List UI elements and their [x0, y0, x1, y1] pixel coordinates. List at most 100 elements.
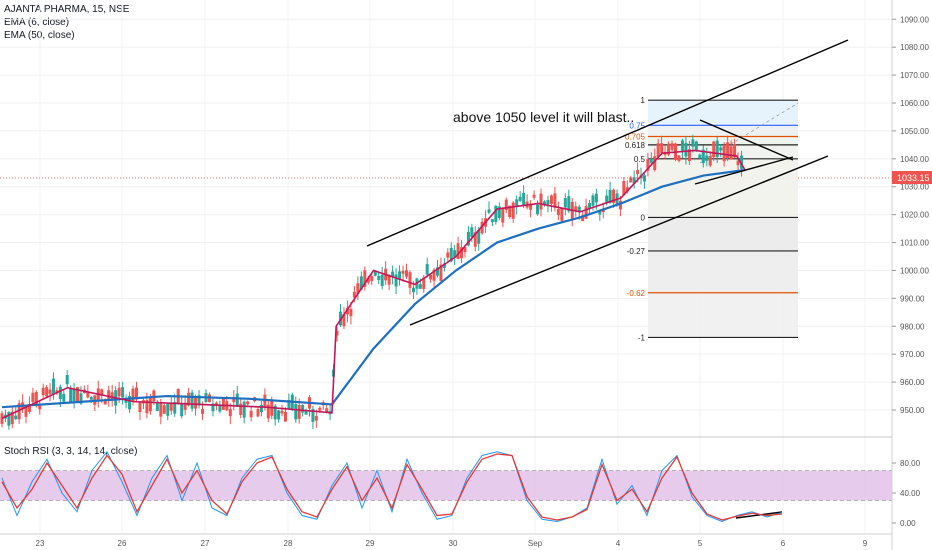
candle	[405, 263, 409, 280]
candle-body	[218, 405, 222, 412]
fib-zone	[648, 125, 798, 137]
candle	[394, 268, 398, 295]
candle-body	[608, 189, 612, 203]
candle-body	[656, 143, 660, 157]
candle	[460, 240, 464, 263]
candle	[162, 402, 166, 415]
time-tick-label: 27	[201, 539, 210, 548]
candle	[622, 177, 626, 197]
candle-body	[280, 410, 284, 414]
candle-body	[69, 387, 73, 402]
candle-body	[708, 156, 712, 166]
candle	[660, 135, 664, 156]
price-tick-label: 1090.00	[900, 15, 929, 24]
fib-level-label: 1	[641, 96, 646, 105]
candle-body	[352, 291, 356, 298]
candle-body	[79, 393, 83, 404]
candle-body	[366, 277, 370, 283]
candle-body	[487, 209, 491, 213]
candle-body	[411, 287, 415, 293]
candle	[17, 399, 21, 424]
candle-body	[62, 393, 66, 402]
candle	[560, 207, 564, 224]
time-tick-label: 26	[118, 539, 127, 548]
candle	[121, 381, 125, 405]
candle	[211, 396, 215, 417]
fib-zone	[648, 100, 798, 126]
price-tick-label: 970.00	[900, 350, 925, 359]
fib-level-label: 0.75	[629, 121, 645, 130]
candle-body	[138, 401, 142, 412]
candle	[384, 261, 388, 285]
price-tick-label: 1000.00	[900, 266, 929, 275]
candle-body	[14, 415, 18, 420]
candle	[342, 307, 346, 329]
candle-body	[211, 403, 215, 412]
candle	[670, 140, 674, 152]
price-tick-label: 1030.00	[900, 183, 929, 192]
candle	[439, 257, 443, 282]
candle-body	[719, 147, 723, 151]
candle-body	[335, 330, 339, 336]
candle-body	[460, 247, 464, 259]
candle	[612, 188, 616, 208]
candle	[736, 152, 740, 171]
triangle-lower-line	[694, 156, 794, 185]
candle	[304, 408, 308, 415]
candle-body	[453, 250, 457, 257]
candle	[183, 394, 187, 416]
candle	[335, 326, 339, 342]
fib-zone	[648, 250, 798, 293]
candle	[715, 136, 719, 163]
candle	[370, 273, 374, 286]
candle-body	[446, 252, 450, 258]
candle-body	[726, 142, 730, 158]
candle	[14, 407, 18, 421]
candle-body	[691, 139, 695, 147]
candle-body	[518, 196, 522, 202]
fib-level-label: -0.62	[627, 289, 646, 298]
price-tick-label: 1010.00	[900, 239, 929, 248]
candle	[24, 405, 28, 424]
candle	[518, 191, 522, 202]
candle-body	[622, 180, 626, 195]
candle	[155, 399, 159, 412]
price-tick-label: 950.00	[900, 406, 925, 415]
price-tick-label: 1070.00	[900, 71, 929, 80]
legend-stoch-rsi: Stoch RSI (3, 3, 14, 14, close)	[4, 446, 138, 457]
candle-body	[618, 200, 622, 210]
candle-body	[401, 270, 405, 274]
candle-body	[318, 407, 322, 411]
candle	[197, 390, 201, 409]
candle	[677, 154, 681, 163]
candle-body	[107, 390, 111, 400]
candle-body	[439, 264, 443, 281]
candle-body	[649, 158, 653, 164]
candle	[72, 382, 76, 409]
candle	[705, 147, 709, 167]
candle-body	[670, 143, 674, 150]
candle-body	[715, 140, 719, 157]
candle-body	[356, 283, 360, 294]
candle-body	[103, 400, 107, 405]
candle	[280, 404, 284, 417]
price-tick-label: 1040.00	[900, 155, 929, 164]
time-tick-label: Sep	[528, 539, 543, 548]
candle	[698, 153, 702, 160]
fib-level-label: -1	[638, 333, 646, 342]
candle	[473, 226, 477, 252]
candle	[549, 194, 553, 212]
candle-body	[629, 177, 633, 183]
candle-body	[598, 211, 602, 215]
candle-body	[221, 397, 225, 410]
candle	[522, 185, 526, 209]
candle-body	[86, 391, 90, 398]
candle	[359, 271, 363, 290]
ema-6-line	[1, 149, 746, 420]
candle-body	[273, 405, 277, 420]
fib-zone	[648, 136, 798, 145]
candle	[632, 170, 636, 189]
candle-body	[539, 193, 543, 210]
fib-level-label: 0.5	[634, 155, 646, 164]
